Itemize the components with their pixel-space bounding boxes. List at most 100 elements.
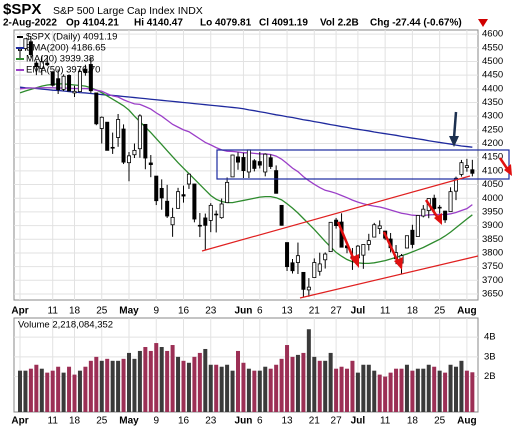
indicator-line — [19, 87, 473, 217]
candle-body — [415, 215, 420, 237]
arrow — [382, 231, 400, 263]
candle-body — [453, 177, 458, 192]
volume-bar — [246, 368, 251, 412]
volume-bar — [45, 372, 50, 412]
y-tick-label: 4450 — [482, 70, 503, 81]
x-tick-label: Aug — [457, 306, 476, 317]
volume-bar — [28, 368, 33, 412]
candle-body — [464, 165, 469, 168]
y-tick-label: 4050 — [482, 179, 503, 190]
volume-bar — [105, 358, 110, 412]
y-tick-label: 2B — [484, 371, 496, 382]
y-tick-label: 4100 — [482, 165, 503, 176]
volume-bar — [454, 366, 458, 412]
trend-line — [299, 255, 479, 299]
volume-bar — [170, 345, 175, 412]
candle-body — [88, 64, 93, 92]
y-tick-label: 3950 — [482, 206, 503, 217]
x-tick-label: Apr — [11, 306, 28, 317]
volume-bar — [323, 360, 328, 412]
candle-body — [241, 157, 246, 172]
volume-bar — [252, 370, 257, 412]
volume-bar — [148, 350, 153, 412]
x-tick-label: 6 — [257, 416, 263, 427]
candle-body — [45, 62, 50, 66]
y-tick-label: 4B — [484, 332, 496, 343]
volume-bar — [225, 364, 230, 412]
candle-body — [328, 221, 333, 252]
candle-body — [225, 181, 230, 204]
volume-bar — [268, 368, 273, 412]
candle-body — [263, 153, 268, 173]
arrow — [336, 221, 356, 261]
volume-bar — [328, 352, 333, 412]
volume-bar — [110, 360, 115, 412]
legend-entry: EMA(200) 4186.65 — [26, 43, 106, 54]
arrow-head — [504, 164, 512, 176]
y-tick-label: 4350 — [482, 97, 503, 108]
quote-volume: Vol 2.2B — [320, 18, 359, 29]
candle-body — [148, 162, 153, 165]
quote-high: Hi 4140.47 — [134, 18, 183, 29]
volume-bar — [203, 348, 208, 412]
y-tick-label: 4250 — [482, 124, 503, 135]
volume-bar — [56, 366, 61, 412]
candle-body — [127, 155, 132, 164]
quote-close: Cl 4091.19 — [259, 18, 308, 29]
candle-body — [67, 75, 72, 92]
candle-body — [235, 156, 240, 163]
candle-body — [274, 170, 279, 194]
candle-body — [252, 160, 257, 169]
volume-bar — [415, 368, 420, 412]
candle-body — [301, 271, 306, 290]
x-tick-label: 11 — [380, 416, 391, 427]
volume-bar — [437, 370, 442, 412]
candle-body — [285, 242, 290, 268]
volume-bar — [159, 346, 164, 412]
x-tick-label: 11 — [48, 416, 59, 427]
volume-bar — [72, 374, 77, 412]
volume-bar — [279, 358, 284, 412]
volume-bar — [301, 352, 306, 412]
candle-body — [432, 197, 437, 210]
volume-bar — [350, 360, 355, 412]
volume-bar — [274, 364, 279, 412]
volume-bar — [127, 352, 131, 412]
volume-bar — [236, 350, 240, 412]
volume-bar — [410, 370, 415, 412]
plot-layer: 3650 3700 3750 3800 3850 3900 3950 4000 4050 4100… — [11, 29, 503, 427]
quote-low: Lo 4079.81 — [200, 18, 252, 29]
candle-body — [323, 253, 328, 261]
candle-body — [361, 244, 366, 256]
x-tick-label: 27 — [331, 416, 343, 427]
x-tick-label: 18 — [69, 306, 81, 317]
candle-body — [99, 116, 104, 129]
x-tick-label: 25 — [434, 306, 446, 317]
candle-body — [459, 162, 464, 175]
volume-bar — [426, 364, 431, 412]
candle-body — [306, 286, 311, 291]
x-tick-label: 25 — [434, 416, 446, 427]
resistance-box — [216, 149, 510, 180]
arrow-head — [449, 136, 459, 147]
candle-body — [268, 157, 273, 167]
volume-bar — [404, 364, 409, 412]
candle-body — [366, 240, 371, 245]
x-tick-label: May — [119, 416, 139, 427]
candle-body — [295, 255, 300, 263]
candle-body — [77, 71, 82, 92]
price-plot — [17, 36, 475, 297]
volume-bar — [214, 364, 219, 412]
candle-body — [159, 187, 164, 199]
candle-body — [176, 191, 181, 209]
x-tick-label: 27 — [331, 306, 343, 317]
candle-body — [121, 128, 126, 163]
legend-entry: MA(20) 3939.38 — [26, 54, 94, 65]
volume-bar — [143, 346, 148, 412]
volume-bar — [230, 370, 235, 412]
candle-body — [170, 216, 175, 226]
candle-body — [94, 92, 99, 125]
candle-body — [290, 262, 295, 272]
candle-body — [143, 123, 148, 159]
candle-body — [181, 194, 186, 197]
